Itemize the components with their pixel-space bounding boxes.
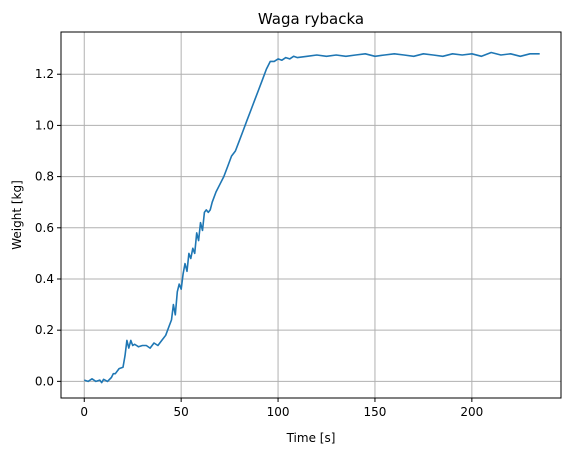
y-tick-label: 0.0	[35, 374, 54, 388]
y-tick-label: 0.4	[35, 272, 54, 286]
y-tick-label: 1.2	[35, 67, 54, 81]
y-tick-label: 1.0	[35, 118, 54, 132]
y-tick-label: 0.8	[35, 170, 54, 184]
x-axis-label: Time [s]	[286, 431, 336, 445]
x-axis: 0 50 100 150 200	[80, 398, 483, 419]
chart-title: Waga rybacka	[258, 10, 364, 28]
x-tick-label: 0	[80, 405, 88, 419]
x-tick-label: 50	[174, 405, 189, 419]
grid	[61, 32, 561, 398]
axes-frame	[60, 31, 562, 399]
y-tick-label: 0.6	[35, 221, 54, 235]
plot-area	[84, 51, 540, 384]
y-axis: 0.0 0.2 0.4 0.6 0.8 1.0 1.2	[35, 67, 61, 388]
y-tick-label: 0.2	[35, 323, 54, 337]
y-axis-label: Weight [kg]	[10, 180, 24, 250]
x-tick-label: 200	[460, 405, 483, 419]
x-tick-label: 150	[364, 405, 387, 419]
series-line-0	[84, 51, 540, 384]
x-tick-label: 100	[267, 405, 290, 419]
